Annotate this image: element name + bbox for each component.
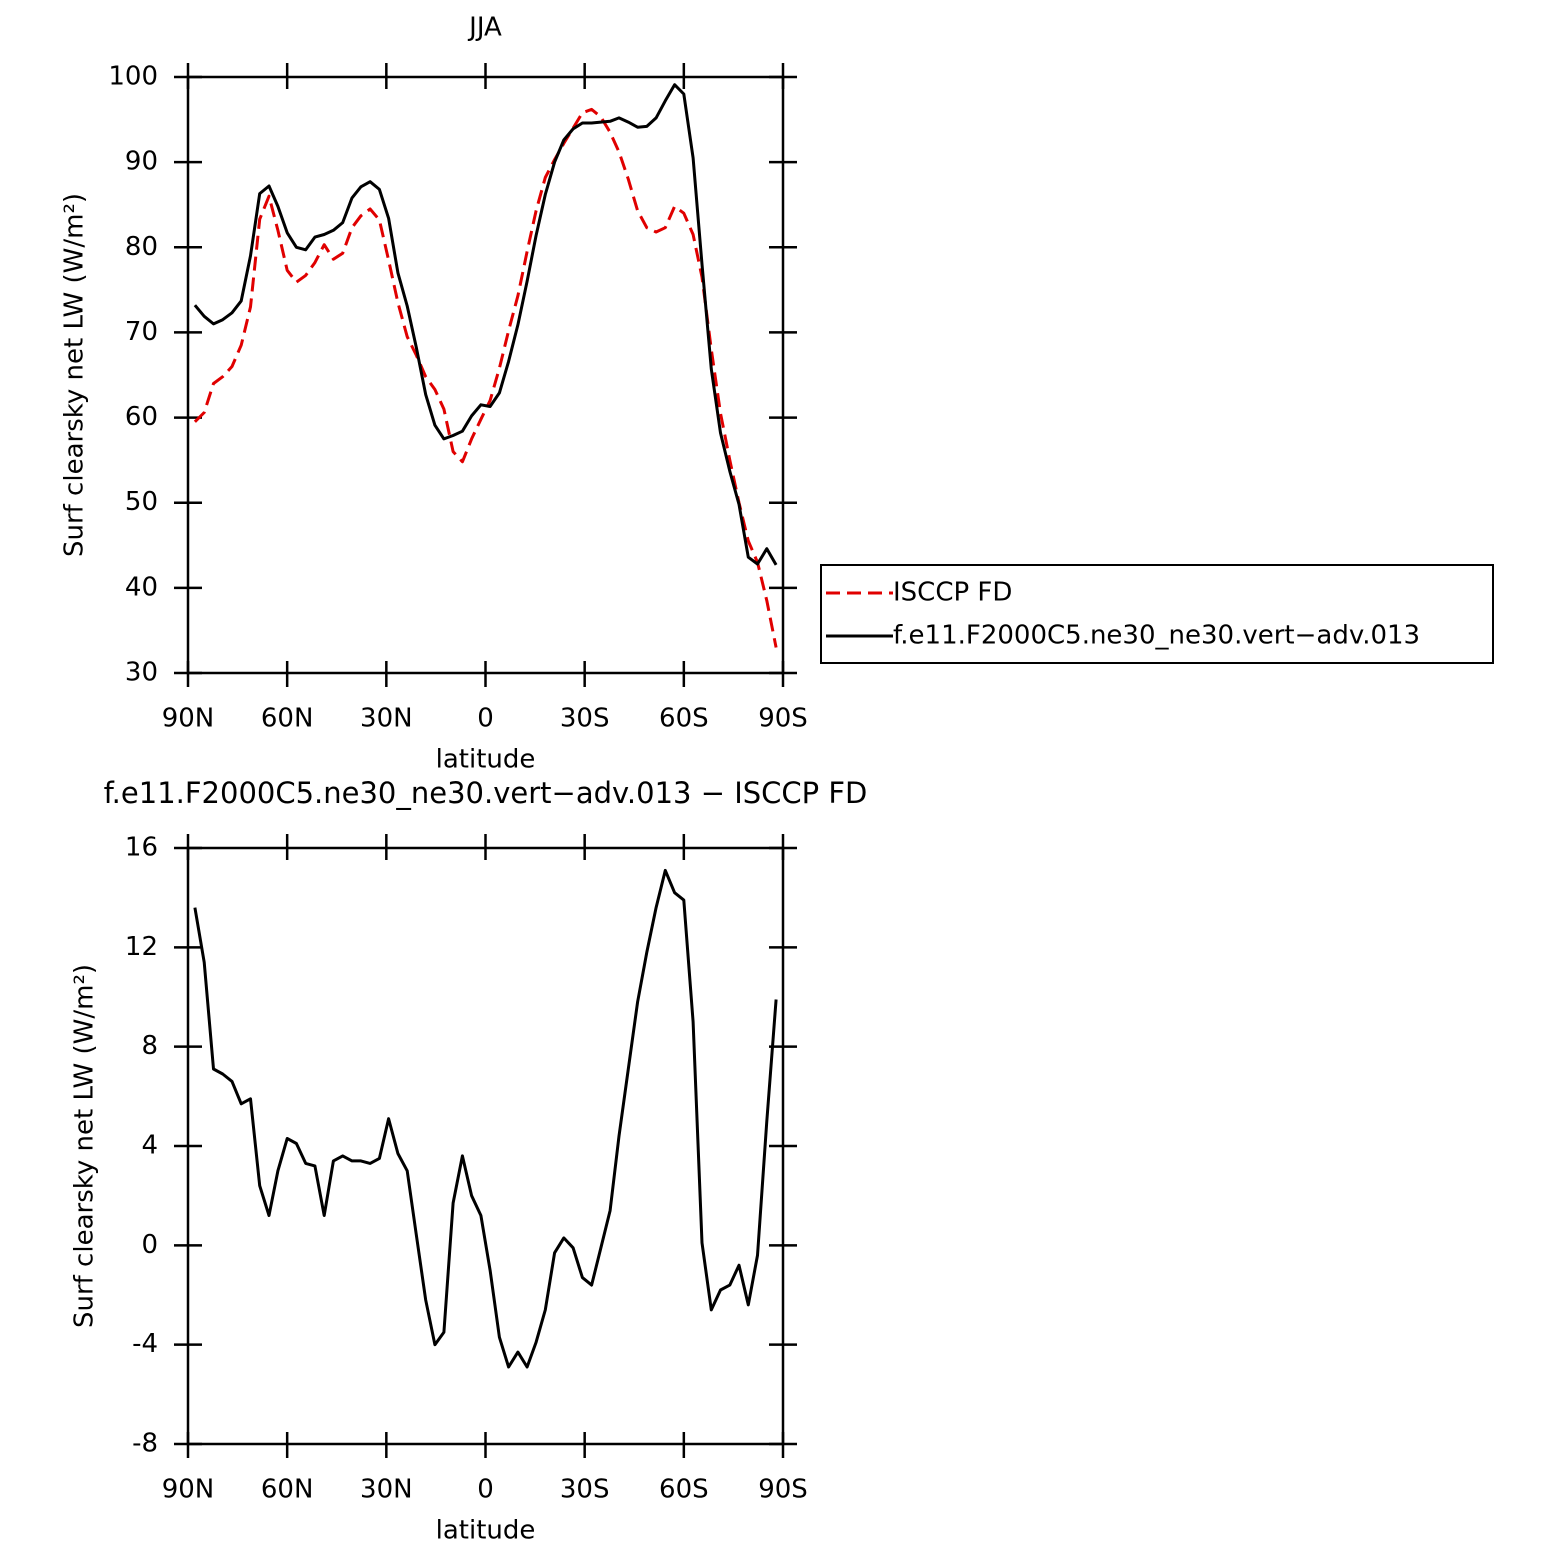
x-tick-label: 90S: [758, 704, 808, 734]
y-tick-label: 4: [141, 1131, 158, 1161]
data-line: [193, 107, 778, 648]
y-tick-label: 16: [125, 833, 158, 863]
x-tick-label: 60S: [659, 1475, 709, 1505]
legend-label: f.e11.F2000C5.ne30_ne30.vert−adv.013: [893, 621, 1420, 651]
y-tick-label: 60: [125, 402, 158, 432]
legend-box: [820, 564, 1494, 664]
x-tick-label: 90N: [162, 1475, 215, 1505]
chart-title: f.e11.F2000C5.ne30_ne30.vert−adv.013 − I…: [104, 776, 868, 810]
y-tick-label: 0: [141, 1230, 158, 1260]
x-axis-label: latitude: [436, 1516, 536, 1546]
y-tick-label: 100: [108, 62, 158, 92]
x-tick-label: 30N: [360, 1475, 413, 1505]
x-axis-label: latitude: [436, 745, 536, 775]
y-axis-label: Surf clearsky net LW (W/m²): [70, 964, 100, 1328]
y-tick-label: -8: [132, 1429, 158, 1459]
x-tick-label: 30S: [560, 704, 610, 734]
x-tick-label: 90N: [162, 704, 215, 734]
plot-frame: [186, 846, 785, 1446]
x-tick-label: 30S: [560, 1475, 610, 1505]
x-tick-label: 0: [477, 704, 494, 734]
x-tick-label: 30N: [360, 704, 413, 734]
x-tick-label: 60N: [261, 1475, 314, 1505]
y-tick-label: 80: [125, 232, 158, 262]
y-tick-label: 30: [125, 658, 158, 688]
x-tick-label: 90S: [758, 1475, 808, 1505]
chart-title: JJA: [467, 13, 502, 43]
y-tick-label: 90: [125, 147, 158, 177]
x-tick-label: 60S: [659, 704, 709, 734]
y-tick-label: -4: [132, 1329, 158, 1359]
data-line: [193, 868, 778, 1369]
x-tick-label: 60N: [261, 704, 314, 734]
y-tick-label: 12: [125, 932, 158, 962]
x-tick-label: 0: [477, 1475, 494, 1505]
data-line: [193, 83, 778, 566]
legend-label: ISCCP FD: [893, 578, 1012, 608]
y-tick-label: 70: [125, 317, 158, 347]
y-tick-label: 8: [141, 1031, 158, 1061]
y-tick-label: 50: [125, 487, 158, 517]
y-tick-label: 40: [125, 572, 158, 602]
y-axis-label: Surf clearsky net LW (W/m²): [60, 193, 90, 557]
